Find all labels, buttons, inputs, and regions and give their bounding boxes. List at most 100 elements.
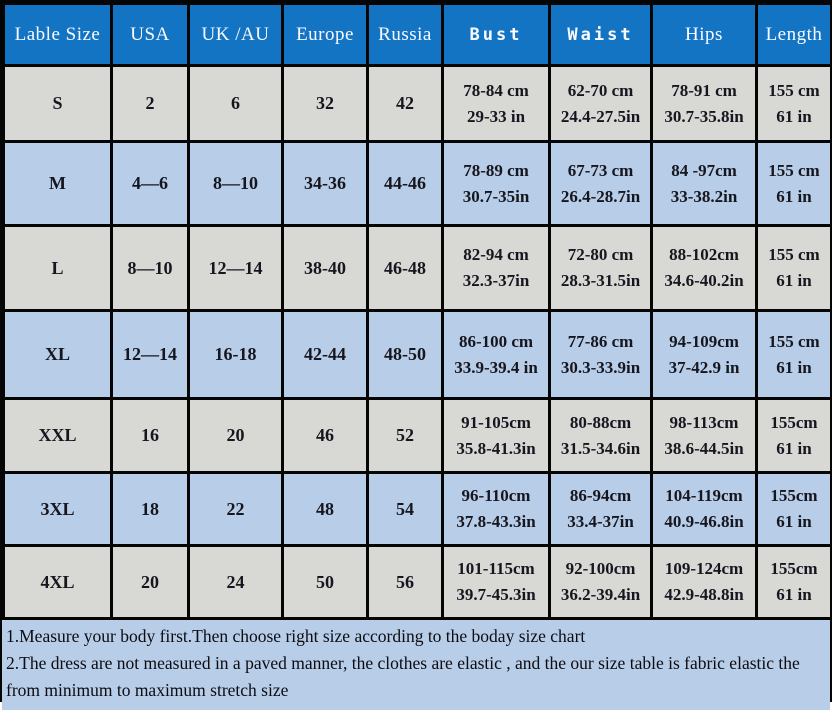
size-cell: 155cm 61 in [755,397,832,474]
measurement-line: 86-94cm [569,486,632,505]
size-label: 3XL [2,471,113,547]
table-row-xxl: XXL 16 20 46 52 91-105cm 35.8-41.3in 80-88cm 31.… [2,397,832,474]
measurement-line: 33.9-39.4 in [454,357,538,377]
measurement-line: 32.3-37in [462,271,530,290]
size-cell: 2 [110,64,190,143]
column-header-usa: USA [110,2,190,67]
size-cell: 78-91 cm 30.7-35.8in [650,64,758,143]
size-cell: 82-94 cm 32.3-37in [441,224,551,312]
size-cell: 32 [281,64,369,143]
column-header-waist: Waist [548,2,653,67]
size-cell: 88-102cm 34.6-40.2in [650,224,758,312]
measurement-line: 35.8-41.3in [456,438,536,458]
measurement-line: 92-100cm [565,559,636,578]
column-header-russia: Russia [366,2,444,67]
size-cell: 34-36 [281,140,369,227]
measurement-line: 37.8-43.3in [456,512,536,531]
size-cell: 8—10 [187,140,284,227]
size-cell: 12—14 [110,309,190,400]
measurement-line: 155 cm [768,245,820,264]
size-cell: 78-84 cm 29-33 in [441,64,551,143]
size-label: M [2,140,113,227]
size-cell: 72-80 cm 28.3-31.5in [548,224,653,312]
measurement-line: 30.7-35.8in [664,106,744,126]
table-row-s: S 2 6 32 42 78-84 cm 29-33 in 62-70 cm 24.4-27.5… [2,64,832,143]
size-cell: 18 [110,471,190,547]
size-chart-table: Lable Size USA UK /AU Europe Russia Bust Waist… [2,2,832,620]
size-cell: 42-44 [281,309,369,400]
measurement-line: 28.3-31.5in [560,271,641,290]
measurement-line: 155cm [770,559,818,578]
column-header-lable-size: Lable Size [2,2,113,67]
size-cell: 42 [366,64,444,143]
size-cell: 94-109cm 37-42.9 in [650,309,758,400]
measurement-line: 109-124cm [664,559,744,578]
measurement-line: 82-94 cm [463,245,529,264]
column-header-bust: Bust [441,2,551,67]
size-label: XL [2,309,113,400]
measurement-line: 77-86 cm [567,331,634,351]
measurement-line: 78-84 cm [463,80,529,100]
measurement-line: 36.2-39.4in [560,585,641,604]
measurement-line: 155 cm [768,160,820,180]
size-cell: 77-86 cm 30.3-33.9in [548,309,653,400]
measurement-line: 155 cm [768,331,820,351]
size-cell: 91-105cm 35.8-41.3in [441,397,551,474]
measurement-line: 104-119cm [665,486,743,505]
measurement-line: 33-38.2in [670,186,738,206]
table-row-3xl: 3XL 18 22 48 54 96-110cm 37.8-43.3in 86-94cm 33.… [2,471,832,547]
measurement-line: 38.6-44.5in [664,438,744,458]
measurement-line: 61 in [776,106,812,126]
size-cell: 155 cm 61 in [755,309,832,400]
size-cell: 109-124cm 42.9-48.8in [650,544,758,620]
column-header-uk-au: UK /AU [187,2,284,67]
measurement-line: 30.3-33.9in [560,357,641,377]
measurement-line: 98-113cm [669,412,739,432]
table-row-4xl: 4XL 20 24 50 56 101-115cm 39.7-45.3in 92-100cm 3… [2,544,832,620]
size-cell: 56 [366,544,444,620]
measurement-line: 155cm [770,486,818,505]
measurement-line: 33.4-37in [567,512,634,531]
measurement-line: 34.6-40.2in [664,271,744,290]
note-line-1: 1.Measure your body first.Then choose ri… [6,626,586,646]
measurement-line: 39.7-45.3in [456,585,536,604]
size-cell: 67-73 cm 26.4-28.7in [548,140,653,227]
size-cell: 155cm 61 in [755,471,832,547]
size-label: S [2,64,113,143]
size-label: 4XL [2,544,113,620]
measurement-line: 80-88cm [569,412,632,432]
size-cell: 80-88cm 31.5-34.6in [548,397,653,474]
size-cell: 6 [187,64,284,143]
size-cell: 24 [187,544,284,620]
measurement-line: 61 in [776,357,812,377]
size-cell: 12—14 [187,224,284,312]
measurement-line: 84 -97cm [671,160,737,180]
measurement-line: 61 in [776,585,812,604]
measurement-line: 29-33 in [466,106,526,126]
size-cell: 48 [281,471,369,547]
measurement-line: 37-42.9 in [668,357,740,377]
measurement-line: 88-102cm [669,245,739,264]
measurement-line: 61 in [776,186,812,206]
size-cell: 22 [187,471,284,547]
column-header-length: Length [755,2,832,67]
measurement-line: 86-100 cm [458,331,534,351]
size-cell: 20 [110,544,190,620]
size-cell: 38-40 [281,224,369,312]
size-cell: 48-50 [366,309,444,400]
size-cell: 16 [110,397,190,474]
size-cell: 155 cm 61 in [755,64,832,143]
measurement-line: 155 cm [768,80,820,100]
size-chart-notes: 1.Measure your body first.Then choose ri… [2,620,830,710]
column-header-hips: Hips [650,2,758,67]
measurement-line: 61 in [776,271,812,290]
measurement-line: 42.9-48.8in [664,585,744,604]
size-cell: 92-100cm 36.2-39.4in [548,544,653,620]
size-cell: 52 [366,397,444,474]
measurement-line: 78-91 cm [671,80,737,100]
size-cell: 96-110cm 37.8-43.3in [441,471,551,547]
size-cell: 54 [366,471,444,547]
measurement-line: 40.9-46.8in [664,512,744,531]
size-cell: 16-18 [187,309,284,400]
